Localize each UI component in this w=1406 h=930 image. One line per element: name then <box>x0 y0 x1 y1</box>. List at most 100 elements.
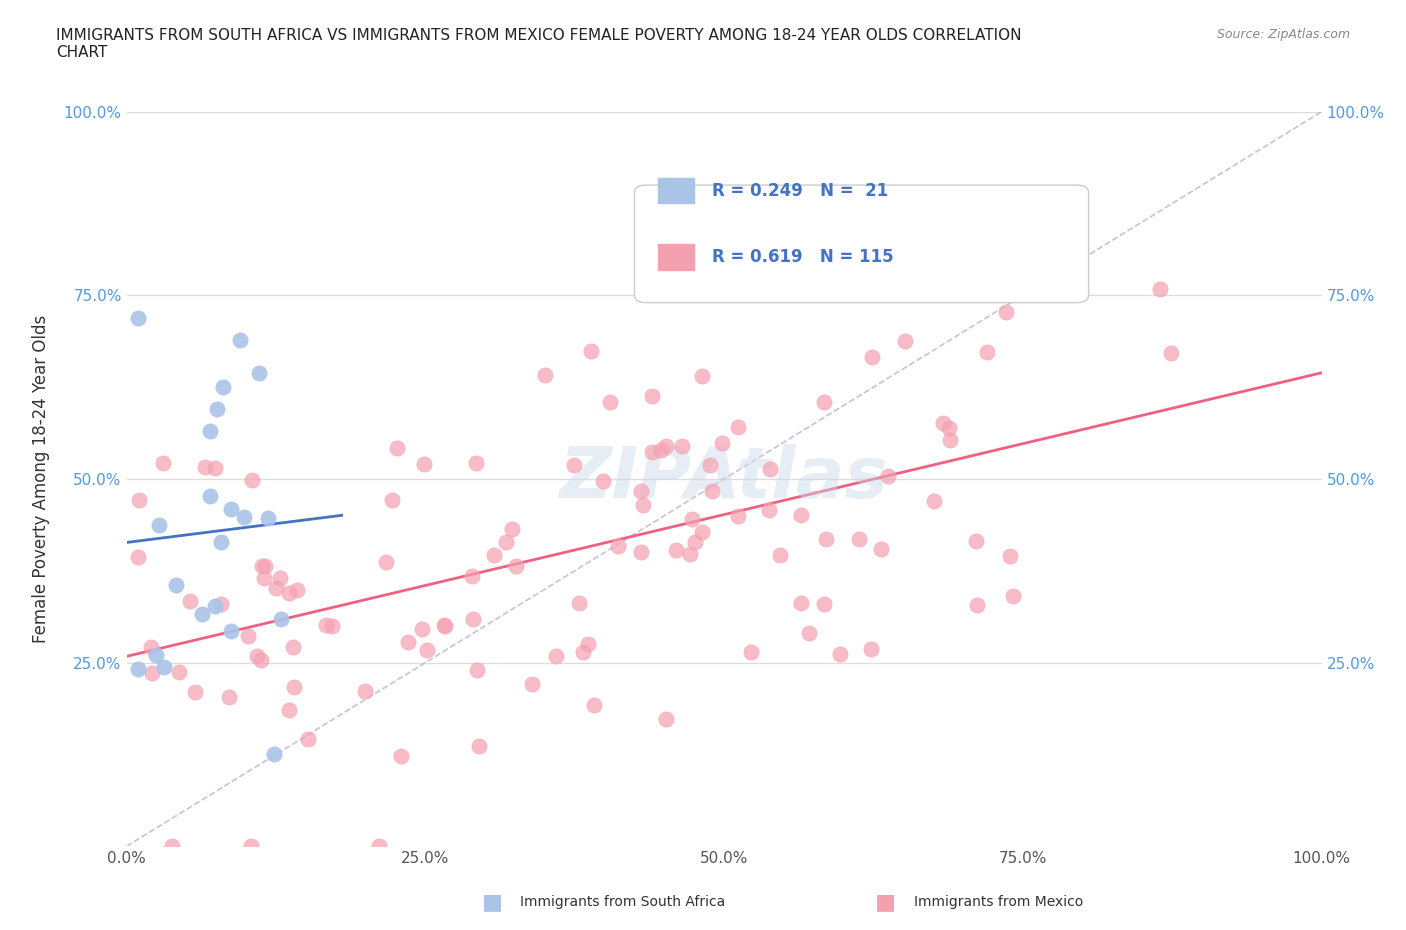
Point <box>655 712 678 727</box>
Point <box>191 607 214 622</box>
Text: ■: ■ <box>876 892 896 912</box>
Point <box>468 738 491 753</box>
Point <box>242 473 264 488</box>
Point <box>380 492 402 507</box>
Point <box>1149 281 1171 296</box>
Point <box>200 488 222 503</box>
Point <box>236 629 259 644</box>
Point <box>205 402 228 417</box>
Point <box>387 441 409 456</box>
Point <box>650 442 672 457</box>
Point <box>727 419 749 434</box>
Point <box>633 498 655 512</box>
Point <box>568 596 591 611</box>
Point <box>932 416 955 431</box>
Text: Immigrants from South Africa: Immigrants from South Africa <box>520 895 725 910</box>
Y-axis label: Female Poverty Among 18-24 Year Olds: Female Poverty Among 18-24 Year Olds <box>32 315 49 643</box>
Point <box>128 493 150 508</box>
Point <box>153 659 176 674</box>
Point <box>860 642 883 657</box>
Point <box>354 684 377 698</box>
Point <box>465 456 488 471</box>
Point <box>814 532 837 547</box>
Point <box>583 698 606 712</box>
Point <box>740 644 762 659</box>
Point <box>250 558 273 573</box>
Point <box>692 525 714 539</box>
Point <box>194 459 217 474</box>
Point <box>141 640 163 655</box>
Point <box>184 684 207 699</box>
Point <box>976 345 998 360</box>
Point <box>983 286 1005 301</box>
Point <box>204 598 226 613</box>
Point <box>711 436 734 451</box>
Point <box>253 571 276 586</box>
Point <box>727 508 749 523</box>
Point <box>165 578 187 593</box>
Point <box>278 585 301 600</box>
Point <box>219 623 242 638</box>
Point <box>592 473 614 488</box>
Point <box>562 458 585 472</box>
Point <box>285 582 308 597</box>
Bar <box>658 244 695 270</box>
Point <box>790 595 813 610</box>
Point <box>250 653 273 668</box>
Point <box>576 636 599 651</box>
Point <box>501 522 523 537</box>
Point <box>671 438 693 453</box>
Point <box>229 332 252 347</box>
Point <box>665 542 688 557</box>
Point <box>278 703 301 718</box>
Point <box>758 461 780 476</box>
Point <box>869 279 891 294</box>
Point <box>239 839 262 854</box>
Point <box>769 548 792 563</box>
Point <box>411 621 433 636</box>
Point <box>581 344 603 359</box>
Point <box>368 839 391 854</box>
Point <box>893 333 915 348</box>
Point <box>246 648 269 663</box>
Point <box>221 501 243 516</box>
Point <box>127 661 149 676</box>
Point <box>198 423 221 438</box>
Point <box>797 626 820 641</box>
Point <box>263 747 285 762</box>
Point <box>374 554 396 569</box>
Point <box>315 618 337 632</box>
Point <box>679 547 702 562</box>
Text: Source: ZipAtlas.com: Source: ZipAtlas.com <box>1216 28 1350 41</box>
Point <box>127 550 149 565</box>
Point <box>204 460 226 475</box>
Text: ZIPAtlas: ZIPAtlas <box>560 445 889 513</box>
Point <box>141 666 163 681</box>
Point <box>396 635 419 650</box>
Point <box>413 457 436 472</box>
Point <box>640 445 662 459</box>
FancyBboxPatch shape <box>634 185 1088 302</box>
Point <box>630 545 652 560</box>
Point <box>283 680 305 695</box>
Point <box>434 618 457 633</box>
Point <box>145 647 167 662</box>
Bar <box>658 178 695 204</box>
Point <box>484 548 506 563</box>
Point <box>607 538 630 553</box>
Point <box>256 511 278 525</box>
Point <box>966 597 988 612</box>
Point <box>692 369 714 384</box>
Point <box>389 749 412 764</box>
Point <box>209 597 232 612</box>
Point <box>266 581 288 596</box>
Point <box>534 367 557 382</box>
Point <box>212 379 235 394</box>
Point <box>870 541 893 556</box>
Point <box>505 559 527 574</box>
Point <box>160 839 183 854</box>
Point <box>700 484 723 498</box>
Point <box>860 350 883 365</box>
Point <box>998 548 1021 563</box>
Point <box>209 535 232 550</box>
